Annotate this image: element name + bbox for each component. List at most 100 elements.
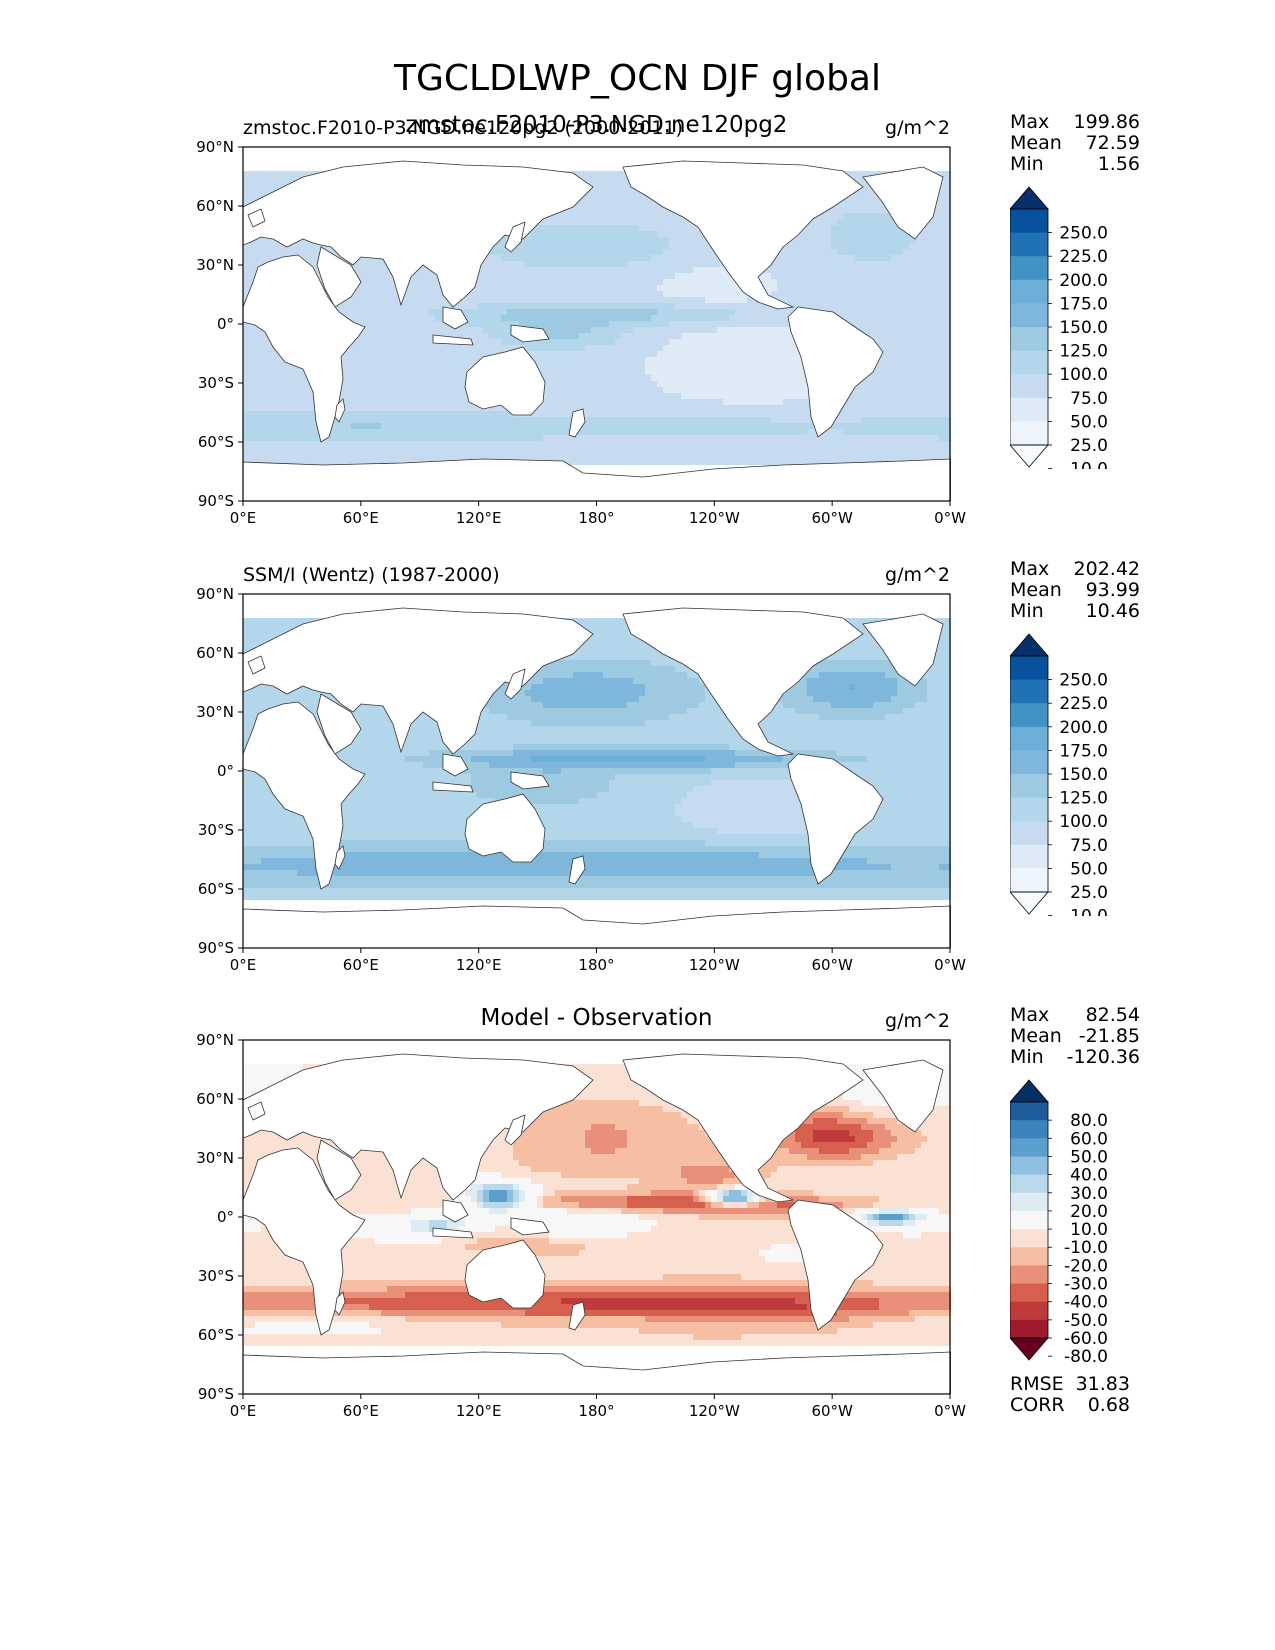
panel-diff-stat-label-min: Min [1010, 1046, 1044, 1068]
panel-model-stat-label-max: Max [1010, 111, 1049, 133]
panel-obs-lon-tick-label: 120°W [689, 956, 740, 974]
panel-model-colorbar-label: 75.0 [1070, 389, 1108, 409]
panel-obs-units: g/m^2 [880, 564, 950, 586]
panel-diff-colorbar-label: 20.0 [1070, 1202, 1108, 1222]
panel-diff-colorbar: 80.060.050.040.030.020.010.0-10.0-20.0-3… [1010, 1079, 1108, 1362]
panel-model-colorbar-label: 25.0 [1070, 436, 1108, 456]
panel-obs-colorbar-label: 150.0 [1059, 765, 1108, 785]
panel-model-colorbar-segment [1010, 350, 1048, 375]
panel-diff-colorbar-segment [1010, 1156, 1048, 1176]
panel-model-lon-tick-label: 120°E [456, 509, 502, 527]
panel-model-colorbar-segment [1010, 256, 1048, 281]
panel-obs-colorbar-extend-bottom [1010, 891, 1049, 915]
panel-model-lat-tick-label: 90°N [196, 138, 234, 156]
panel-obs-colorbar-segment [1010, 844, 1048, 869]
panel-model-colorbar-label: 100.0 [1059, 365, 1108, 385]
panel-diff-bottom-stat-value-corr: 0.68 [1040, 1394, 1130, 1416]
panel-diff-colorbar-segment [1010, 1174, 1048, 1194]
panel-model-title-left: zmstoc.F2010-P3.NGD.ne120pg2 (2000-2011) [243, 117, 683, 139]
panel-obs-stat-label-min: Min [1010, 600, 1044, 622]
panel-diff-lat-tick-label: 30°S [198, 1267, 234, 1285]
panel-model-stat-value-max: 199.86 [1050, 111, 1140, 133]
panel-diff-stat-value-max: 82.54 [1050, 1004, 1140, 1026]
panel-diff-lat-tick-label: 60°S [198, 1326, 234, 1344]
panel-diff-stat-value-mean: -21.85 [1050, 1025, 1140, 1047]
panel-diff-lon-tick-label: 0°E [230, 1402, 257, 1420]
panel-diff-map: 90°N 60°N 30°N 0° 30°S 60°S 90°S0°E 60°E 120°E 18… [196, 1031, 966, 1420]
panel-model-stat-value-min: 1.56 [1050, 153, 1140, 175]
panel-obs-colorbar-segment [1010, 679, 1048, 704]
panel-model-lon-tick-label: 60°E [343, 509, 379, 527]
panel-diff-colorbar-segment [1010, 1247, 1048, 1266]
panel-obs-stat-value-max: 202.42 [1050, 558, 1140, 580]
panel-obs-lat-tick-label: 0° [217, 762, 234, 780]
panel-obs-lat-tick-label: 30°S [198, 821, 234, 839]
panel-obs-colorbar-segment [1010, 797, 1048, 822]
panel-diff-lat-tick-label: 30°N [196, 1149, 234, 1167]
panel-obs-colorbar-label: 175.0 [1059, 741, 1108, 761]
panel-obs-colorbar-label: 50.0 [1070, 859, 1108, 879]
panel-diff-lon-tick-label: 120°E [456, 1402, 502, 1420]
panel-model-lon-tick-label: 180° [578, 509, 614, 527]
figure-title: TGCLDLWP_OCN DJF global [0, 58, 1275, 99]
panel-obs-colorbar-segment [1010, 750, 1048, 775]
panel-model-lon-tick-label: 60°W [811, 509, 853, 527]
panel-obs-stat-value-mean: 93.99 [1050, 579, 1140, 601]
panel-obs-colorbar-label: 10.0 [1070, 907, 1108, 916]
panel-obs-colorbar-segment [1010, 656, 1048, 681]
panel-diff-stat-label-max: Max [1010, 1004, 1049, 1026]
panel-model-stat-label-min: Min [1010, 153, 1044, 175]
panel-diff-colorbar-label: -50.0 [1064, 1311, 1108, 1331]
panel-obs-stat-label-mean: Mean [1010, 579, 1062, 601]
panel-model-colorbar-label: 10.0 [1070, 460, 1108, 469]
panel-diff-lon-tick-label: 180° [578, 1402, 614, 1420]
panel-model-colorbar-segment [1010, 327, 1048, 352]
panel-obs-colorbar-label: 250.0 [1059, 671, 1108, 691]
panel-model-units: g/m^2 [880, 117, 950, 139]
panel-diff-colorbar-label: 10.0 [1070, 1220, 1108, 1240]
panel-diff-lat-tick-label: 60°N [196, 1090, 234, 1108]
panel-obs-colorbar-label: 75.0 [1070, 836, 1108, 856]
panel-model-colorbar-segment [1010, 374, 1048, 399]
panel-model-colorbar-label: 250.0 [1059, 224, 1108, 244]
panel-obs-lon-tick-label: 60°E [343, 956, 379, 974]
panel-diff-units: g/m^2 [880, 1010, 950, 1032]
panel-diff-colorbar-label: 40.0 [1070, 1166, 1108, 1186]
panel-diff-colorbar-label: 30.0 [1070, 1184, 1108, 1204]
panel-diff-lat-tick-label: 0° [217, 1208, 234, 1226]
panel-obs-colorbar-extend-top [1010, 633, 1049, 657]
panel-diff-lon-tick-label: 0°W [934, 1402, 966, 1420]
panel-obs-lon-tick-label: 120°E [456, 956, 502, 974]
panel-diff-colorbar-segment [1010, 1301, 1048, 1321]
panel-model-stat-value-mean: 72.59 [1050, 132, 1140, 154]
panel-model-colorbar-extend-bottom [1010, 444, 1049, 468]
panel-model-colorbar-segment [1010, 279, 1048, 304]
panel-model-stat-label-mean: Mean [1010, 132, 1062, 154]
panel-model-map: 90°N 60°N 30°N 0° 30°S 60°S 90°S0°E 60°E 120°E 18… [196, 138, 966, 527]
panel-obs-map: 90°N 60°N 30°N 0° 30°S 60°S 90°S0°E 60°E 120°E 18… [196, 585, 966, 974]
panel-model-lat-tick-label: 90°S [198, 492, 234, 510]
panel-obs-lat-tick-label: 30°N [196, 703, 234, 721]
panel-model-colorbar-extend-top [1010, 186, 1049, 210]
panel-diff-stat-label-mean: Mean [1010, 1025, 1062, 1047]
panel-obs-colorbar-segment [1010, 868, 1048, 893]
panel-obs-lon-tick-label: 0°W [934, 956, 966, 974]
panel-model-colorbar-label: 175.0 [1059, 294, 1108, 314]
panel-diff-colorbar-segment [1010, 1283, 1048, 1303]
panel-obs-colorbar-segment [1010, 703, 1048, 728]
panel-obs-colorbar-label: 25.0 [1070, 883, 1108, 903]
panel-model-colorbar-segment [1010, 232, 1048, 257]
panel-obs-colorbar-label: 200.0 [1059, 718, 1108, 738]
panel-diff-colorbar-label: 50.0 [1070, 1147, 1108, 1167]
panel-model-colorbar-segment [1010, 421, 1048, 446]
panel-obs-colorbar-segment [1010, 821, 1048, 846]
panel-model-lon-tick-label: 0°W [934, 509, 966, 527]
panel-diff-lon-tick-label: 60°W [811, 1402, 853, 1420]
panel-diff-lon-tick-label: 60°E [343, 1402, 379, 1420]
panel-obs-colorbar-label: 100.0 [1059, 812, 1108, 832]
panel-diff-colorbar-label: -80.0 [1064, 1347, 1108, 1362]
panel-diff-bottom-stat-label-corr: CORR [1010, 1394, 1065, 1416]
panel-obs-lat-tick-label: 60°S [198, 880, 234, 898]
panel-diff-colorbar-segment [1010, 1138, 1048, 1157]
panel-diff-colorbar-extend-top [1010, 1079, 1049, 1103]
